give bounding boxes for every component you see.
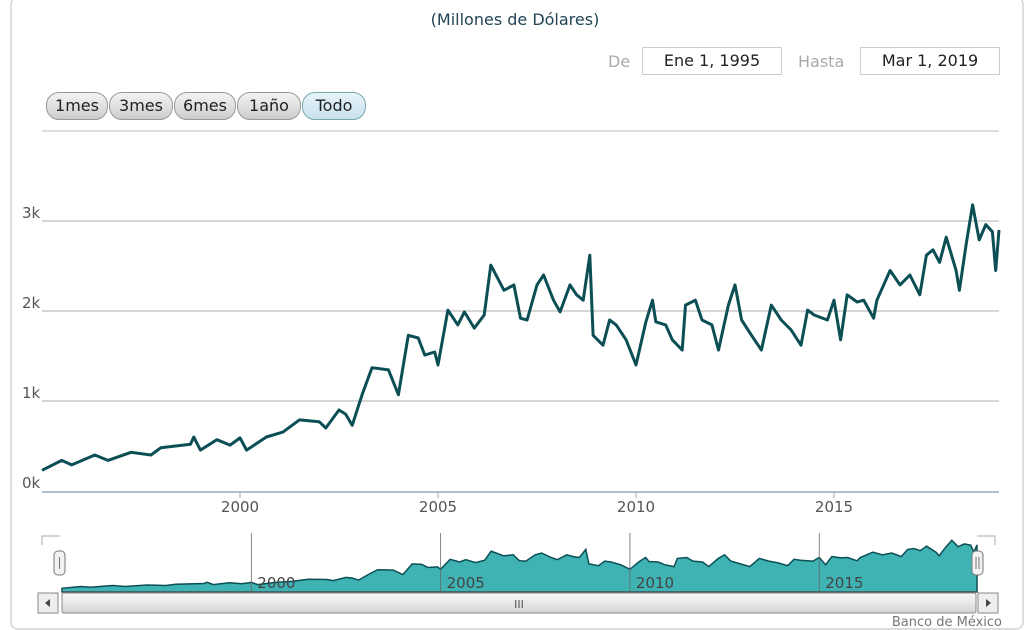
to-label: Hasta [798, 52, 845, 71]
y-tick-label: 3k [22, 204, 41, 222]
from-label: De [608, 52, 631, 71]
navigator[interactable]: 2000 2005 2010 2015 [41, 533, 996, 593]
navigator-tick-label: 2010 [636, 574, 674, 592]
x-tick-label: 2015 [815, 498, 853, 516]
range-button-1ano[interactable]: 1año [237, 92, 301, 120]
navigator-tick-label: 2000 [257, 574, 295, 592]
navigator-tick-label: 2015 [825, 574, 863, 592]
arrow-left-icon [45, 599, 50, 607]
navigator-handle-right[interactable] [971, 550, 984, 576]
series-line [41, 203, 1001, 472]
navigator-area [61, 539, 978, 593]
scrollbar-grip: III [514, 598, 524, 611]
range-button-todo[interactable]: Todo [302, 92, 366, 120]
arrow-right-icon [986, 599, 991, 607]
chart-frame [10, 0, 1024, 630]
x-tick-label: 2005 [419, 498, 457, 516]
credit-link[interactable]: Banco de México [891, 615, 1002, 630]
x-tick-label: 2010 [617, 498, 655, 516]
y-tick-label: 0k [22, 474, 41, 492]
range-button-6mes[interactable]: 6mes [174, 92, 236, 120]
y-tick-label: 2k [22, 294, 41, 312]
to-date-input[interactable]: Mar 1, 2019 [860, 47, 1000, 75]
scrollbar-thumb[interactable] [61, 592, 977, 614]
chart-subtitle: (Millones de Dólares) [430, 10, 600, 29]
from-date-input[interactable]: Ene 1, 1995 [642, 47, 782, 75]
x-tick-label: 2000 [221, 498, 259, 516]
y-tick-label: 1k [22, 384, 41, 402]
navigator-outline [41, 535, 996, 545]
navigator-tick-label: 2005 [447, 574, 485, 592]
range-button-3mes[interactable]: 3mes [109, 92, 173, 120]
range-button-1mes[interactable]: 1mes [46, 92, 108, 120]
